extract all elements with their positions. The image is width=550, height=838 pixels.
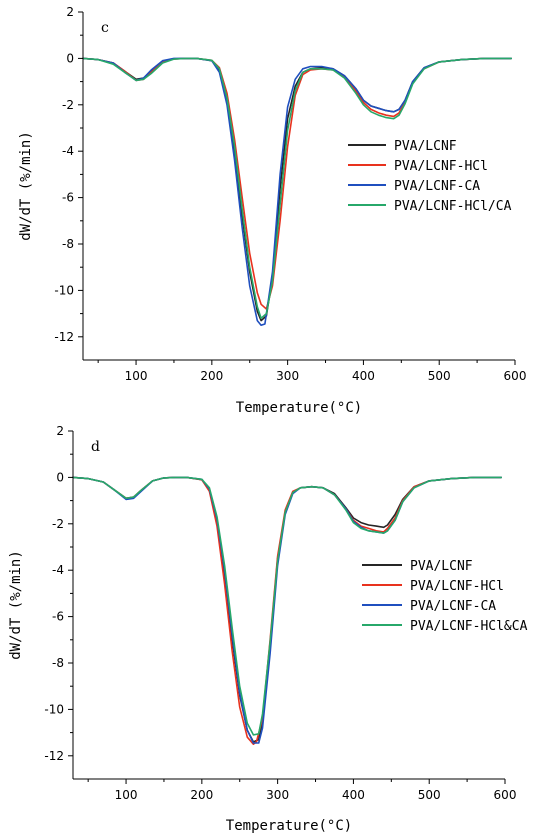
y-axis-title: dW/dT (%/min)	[18, 131, 34, 241]
x-axis-title: Temperature(°C)	[236, 400, 362, 416]
x-tick-label: 100	[125, 369, 148, 383]
x-tick-label: 300	[266, 788, 289, 802]
y-axis-title: dW/dT (%/min)	[8, 550, 24, 660]
y-tick-label: -12	[44, 749, 64, 763]
series-line-pva-lcnf-hcl	[82, 57, 512, 310]
x-tick-label: 500	[418, 788, 441, 802]
y-tick-label: 2	[66, 5, 74, 19]
x-tick-label: 200	[200, 369, 223, 383]
legend-label: PVA/LCNF	[394, 139, 457, 154]
x-tick-label: 400	[352, 369, 375, 383]
legend-label: PVA/LCNF-HCl	[410, 579, 504, 594]
y-tick-label: -2	[52, 517, 64, 531]
panel-letter: d	[91, 439, 100, 455]
x-tick-label: 400	[342, 788, 365, 802]
y-tick-label: -4	[52, 563, 64, 577]
chart-panel-c: 100 200 300 400 500 600 2 0 -2 -4 -6 -8 -10 -12 Temper…	[18, 5, 526, 416]
y-tick-label: -2	[62, 98, 74, 112]
y-tick-label: -8	[62, 237, 74, 251]
y-tick-label: -10	[54, 283, 74, 297]
legend-label: PVA/LCNF	[410, 559, 473, 574]
x-tick-label: 100	[115, 788, 138, 802]
x-axis-title: Temperature(°C)	[226, 818, 352, 834]
legend-label: PVA/LCNF-HCl&CA	[410, 619, 528, 634]
y-tick-label: -12	[54, 330, 74, 344]
y-tick-label: -6	[52, 610, 64, 624]
y-tick-label: -4	[62, 144, 74, 158]
series-line-pva-lcnf-hcl-ca	[72, 476, 502, 736]
series-line-pva-lcnf-ca	[82, 57, 512, 326]
legend-label: PVA/LCNF-CA	[394, 179, 480, 194]
y-tick-label: -8	[52, 656, 64, 670]
y-tick-label: 0	[56, 470, 64, 484]
chart-panel-d: 100 200 300 400 500 600 2 0 -2 -4 -6 -8 -10 -12 Temper…	[8, 424, 528, 834]
legend-label: PVA/LCNF-HCl	[394, 159, 488, 174]
legend: PVA/LCNF PVA/LCNF-HCl PVA/LCNF-CA PVA/LCNF-…	[362, 559, 528, 634]
y-tick-label: -10	[44, 702, 64, 716]
y-tick-label: 0	[66, 51, 74, 65]
legend: PVA/LCNF PVA/LCNF-HCl PVA/LCNF-CA PVA/LCNF-…	[348, 139, 512, 214]
x-tick-label: 300	[276, 369, 299, 383]
x-tick-label: 500	[428, 369, 451, 383]
x-tick-label: 200	[190, 788, 213, 802]
panel-letter: c	[101, 20, 109, 36]
x-tick-label: 600	[494, 788, 517, 802]
x-tick-label: 600	[504, 369, 527, 383]
legend-label: PVA/LCNF-HCl/CA	[394, 199, 512, 214]
y-tick-label: -6	[62, 191, 74, 205]
legend-label: PVA/LCNF-CA	[410, 599, 496, 614]
y-tick-label: 2	[56, 424, 64, 438]
series-line-pva-lcnf-hcl-ca	[82, 57, 512, 319]
